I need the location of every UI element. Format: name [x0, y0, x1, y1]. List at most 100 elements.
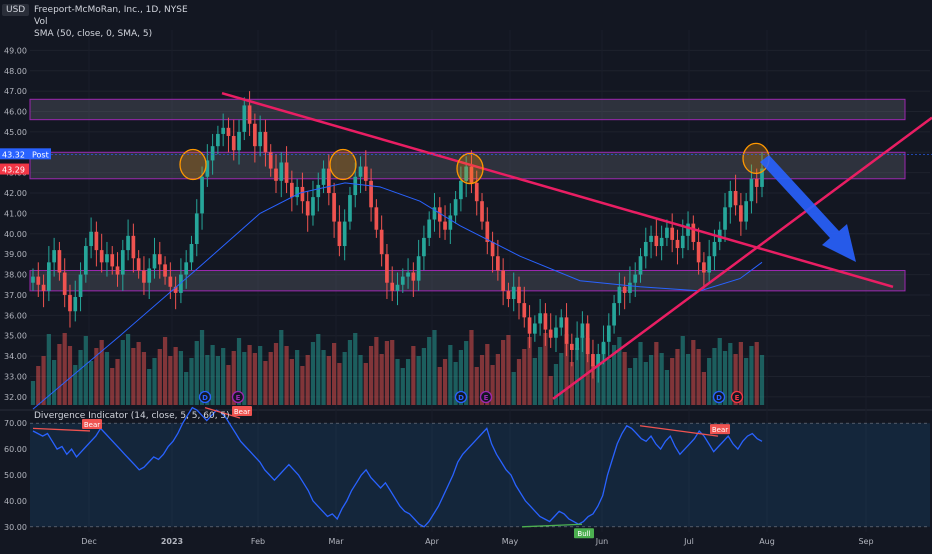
- volume-bar: [638, 342, 643, 405]
- candle-body: [337, 221, 342, 247]
- candle-body: [31, 276, 35, 283]
- candle-body: [279, 162, 284, 181]
- price-axis-tick-label: 36.00: [4, 311, 27, 320]
- event-marker: [730, 390, 744, 404]
- candle-body: [268, 152, 273, 169]
- candle-body: [702, 262, 706, 273]
- volume-bar: [284, 346, 289, 405]
- volume-bar: [205, 355, 210, 405]
- last-price-text: 43.32: [2, 150, 25, 159]
- volume-bar: [464, 341, 469, 405]
- time-axis-tick-label: Mar: [328, 537, 344, 546]
- candle-body: [670, 227, 675, 240]
- volume-bar: [368, 346, 374, 405]
- volume-bar: [617, 337, 622, 405]
- volume-bar: [99, 340, 104, 405]
- candle-body: [316, 184, 321, 198]
- currency-badge[interactable]: USD: [2, 4, 30, 16]
- divergence-badge: [574, 528, 594, 539]
- candle-body: [110, 254, 115, 267]
- divergence-badge-text: Bull: [577, 530, 590, 538]
- volume-bar: [94, 348, 99, 405]
- volume-bar: [215, 356, 221, 405]
- candle-body: [712, 241, 717, 257]
- candle-body: [226, 127, 231, 136]
- candle-body: [342, 221, 347, 247]
- candle-body: [585, 323, 590, 355]
- candle-body: [332, 193, 336, 222]
- volume-bar: [749, 346, 754, 405]
- candle-body: [411, 272, 416, 281]
- volume-bar: [268, 352, 273, 405]
- candle-body: [263, 131, 268, 153]
- volume-bar: [62, 333, 67, 405]
- candle-body: [300, 186, 305, 202]
- candle-body: [569, 343, 574, 350]
- volume-bar: [390, 340, 395, 405]
- volume-bar: [162, 337, 168, 405]
- volume-bar: [744, 358, 749, 405]
- time-axis-tick-label: Dec: [81, 537, 96, 546]
- event-marker-letter: E: [236, 394, 241, 402]
- price-axis-tick-label: 41.00: [4, 209, 27, 218]
- volume-bar: [226, 365, 231, 405]
- candle-body: [311, 197, 315, 216]
- volume-bar: [279, 330, 284, 405]
- volume-bar: [585, 338, 590, 405]
- volume-bar: [189, 358, 194, 405]
- divergence-badge-text: Bear: [712, 426, 728, 434]
- volume-bar: [506, 335, 511, 405]
- candle-body: [179, 274, 183, 293]
- price-axis-tick-label: 42.00: [4, 189, 27, 198]
- rsi-axis-tick-label: 60.00: [4, 445, 27, 454]
- candle-body: [760, 168, 764, 187]
- candle-body: [374, 207, 379, 230]
- candle-body: [400, 276, 405, 285]
- volume-bar: [36, 366, 41, 405]
- volume-bar: [363, 363, 368, 405]
- oscillator-background: [30, 418, 930, 532]
- volume-bar: [633, 358, 638, 405]
- volume-bar: [152, 358, 157, 405]
- candle-body: [57, 250, 62, 273]
- candle-body: [247, 105, 252, 124]
- candle-body: [36, 276, 41, 285]
- volume-bar: [384, 341, 390, 405]
- volume-bar: [622, 352, 627, 405]
- candle-body: [131, 235, 136, 259]
- volume-bar: [295, 350, 300, 405]
- rsi-line: [32, 406, 763, 528]
- volume-bar: [564, 334, 569, 405]
- oscillator-label: Divergence Indicator (14, close, 5, 5, 6…: [34, 411, 230, 421]
- divergence-line: [639, 425, 719, 437]
- volume-bar: [194, 341, 199, 405]
- candle-body: [289, 182, 294, 198]
- touch-circle: [179, 148, 207, 181]
- price-axis-tick-label: 35.00: [4, 332, 27, 341]
- candle-body: [543, 313, 548, 330]
- sma-line: [32, 182, 763, 410]
- candle-body: [448, 215, 453, 230]
- volume-bar: [712, 348, 717, 405]
- candle-body: [194, 213, 199, 244]
- volume-bar: [458, 350, 464, 405]
- volume-bar: [538, 347, 543, 405]
- divergence-line: [521, 523, 583, 528]
- volume-bar: [733, 354, 738, 405]
- candle-body: [469, 166, 474, 183]
- volume-bar: [157, 349, 162, 405]
- candle-body: [237, 131, 241, 151]
- price-axis-tick-label: 49.00: [4, 46, 27, 55]
- candle-body: [136, 258, 141, 271]
- volume-bar: [664, 370, 670, 405]
- volume-bar: [73, 365, 78, 405]
- price-axis-tick-label: 40.00: [4, 230, 27, 239]
- volume-bar: [448, 345, 453, 405]
- price-axis-tick-label: 33.00: [4, 372, 27, 381]
- volume-bar: [553, 364, 559, 405]
- volume-bar: [522, 349, 527, 405]
- candle-body: [723, 207, 727, 230]
- volume-bar: [574, 348, 580, 405]
